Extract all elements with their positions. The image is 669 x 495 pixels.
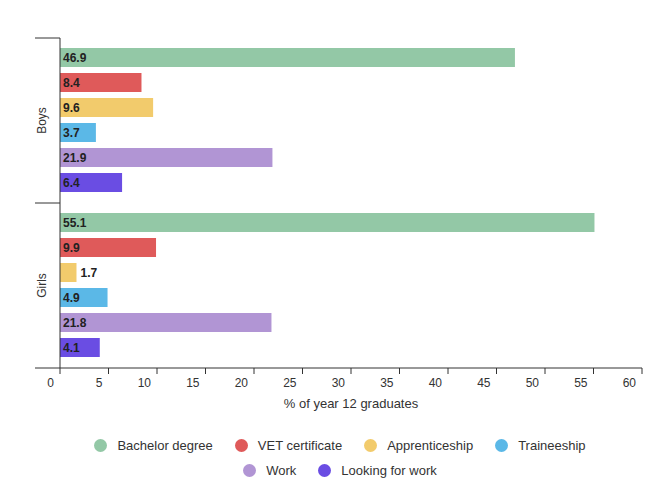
bar <box>60 238 156 257</box>
bar <box>60 213 594 232</box>
bar <box>60 123 96 142</box>
category-divider <box>35 203 60 204</box>
tick-label: 55 <box>574 376 588 390</box>
tick-label: 40 <box>429 376 443 390</box>
legend-label: Work <box>266 463 296 478</box>
tick-label: 35 <box>380 376 394 390</box>
tick <box>351 368 352 374</box>
tick <box>302 368 303 374</box>
tick-label: 20 <box>235 376 249 390</box>
tick <box>545 368 546 374</box>
tick-label: 0 <box>47 376 54 390</box>
bar <box>60 73 141 92</box>
legend-swatch <box>235 439 248 452</box>
tick-label: 5 <box>96 376 103 390</box>
tick-label: 25 <box>283 376 297 390</box>
bar <box>60 48 515 67</box>
tick-label: 10 <box>138 376 152 390</box>
legend-swatch <box>243 464 256 477</box>
x-axis-label: % of year 12 graduates <box>284 396 419 411</box>
tick <box>496 368 497 374</box>
tick <box>448 368 449 374</box>
legend-label: Traineeship <box>518 438 585 453</box>
data-labels: 46.9 8.4 9.6 3.7 21.9 6.4 55.1 9.91.74.9 21.8 4.1 <box>63 51 97 355</box>
legend-item: Looking for work <box>318 463 436 478</box>
data-label: 55.1 <box>63 216 87 230</box>
legend-item: Work <box>243 463 296 478</box>
bar <box>60 263 76 282</box>
category-divider <box>35 368 60 369</box>
bar <box>60 148 272 167</box>
tick-label: 15 <box>186 376 200 390</box>
data-label: 4.9 <box>63 291 80 305</box>
category-divider <box>35 38 60 39</box>
bar <box>60 173 122 192</box>
legend-label: Apprenticeship <box>387 438 473 453</box>
data-label: 21.9 <box>63 151 87 165</box>
data-label: 1.7 <box>80 266 97 280</box>
tick <box>157 368 158 374</box>
data-label: 21.8 <box>63 316 87 330</box>
tick-label: 60 <box>623 376 637 390</box>
tick <box>108 368 109 374</box>
legend-swatch <box>495 439 508 452</box>
tick <box>254 368 255 374</box>
legend-swatch <box>318 464 331 477</box>
legend: Bachelor degree VET certificate Apprentice… <box>60 438 620 478</box>
tick-label: 45 <box>477 376 491 390</box>
bar <box>60 313 271 332</box>
data-label: 4.1 <box>63 341 80 355</box>
bar <box>60 288 108 307</box>
legend-item: Traineeship <box>495 438 585 453</box>
tick-label: 30 <box>332 376 346 390</box>
legend-label: VET certificate <box>258 438 342 453</box>
category-label: Girls <box>35 273 49 298</box>
tick <box>399 368 400 374</box>
legend-item: Bachelor degree <box>94 438 212 453</box>
legend-item: VET certificate <box>235 438 342 453</box>
data-label: 46.9 <box>63 51 87 65</box>
tick <box>642 368 643 374</box>
legend-label: Bachelor degree <box>117 438 212 453</box>
category-label: Boys <box>35 107 49 134</box>
data-label: 9.9 <box>63 241 80 255</box>
data-label: 3.7 <box>63 126 80 140</box>
tick <box>60 368 61 374</box>
bars <box>60 48 594 357</box>
data-label: 8.4 <box>63 76 80 90</box>
legend-swatch <box>94 439 107 452</box>
tick <box>593 368 594 374</box>
data-label: 9.6 <box>63 101 80 115</box>
legend-item: Apprenticeship <box>364 438 473 453</box>
legend-swatch <box>364 439 377 452</box>
bar <box>60 98 153 117</box>
tick-label: 50 <box>526 376 540 390</box>
data-label: 6.4 <box>63 176 80 190</box>
legend-label: Looking for work <box>341 463 436 478</box>
tick <box>205 368 206 374</box>
bar <box>60 338 100 357</box>
